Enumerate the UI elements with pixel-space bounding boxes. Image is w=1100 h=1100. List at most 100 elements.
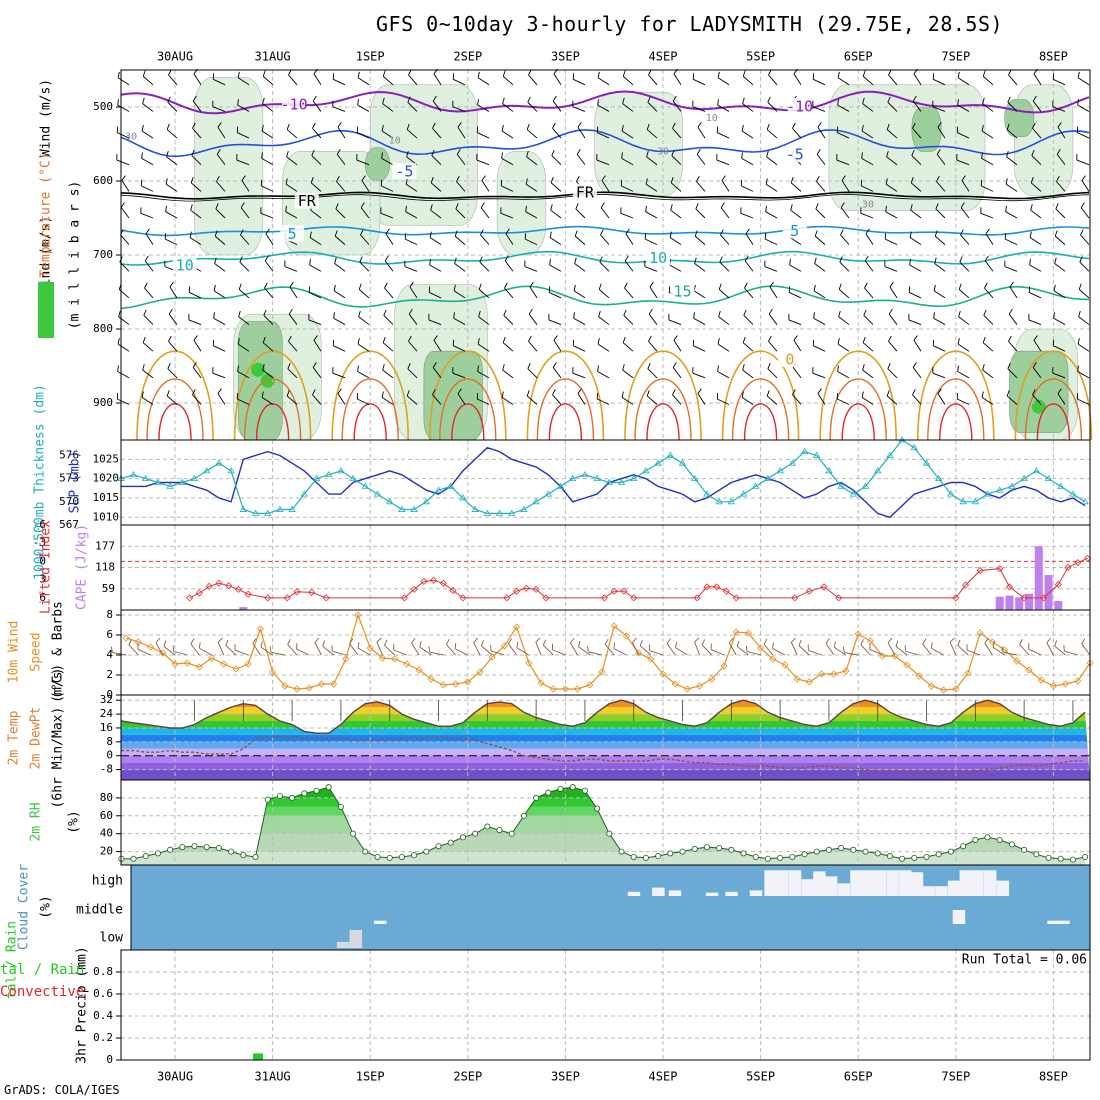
upper-wind-barb xyxy=(213,290,226,299)
upper-wind-barb xyxy=(717,71,720,78)
upper-wind-barb xyxy=(262,70,266,77)
upper-wind-barb xyxy=(717,99,719,106)
upper-wind-barb xyxy=(552,362,557,368)
isotherm-25-loop xyxy=(927,378,985,441)
upper-wind-barb xyxy=(261,158,274,166)
upper-wind-barb xyxy=(1031,155,1042,166)
wind10m-barb xyxy=(552,649,566,656)
upper-wind-barb xyxy=(452,372,466,379)
wind10m-barb xyxy=(905,650,920,656)
upper-wind-barb xyxy=(670,204,673,211)
isotherm-30-loop xyxy=(548,403,583,441)
thickness-marker xyxy=(764,474,772,482)
upper-wind-barb xyxy=(214,235,226,245)
upper-wind-barb xyxy=(1052,372,1066,379)
upper-wind-barb xyxy=(501,152,503,159)
contour-label-bg xyxy=(782,146,807,163)
upper-wind-barb xyxy=(597,99,599,106)
thickness-line xyxy=(121,439,1086,515)
upper-wind-barb xyxy=(553,73,562,86)
freezing-level xyxy=(120,191,1090,200)
thickness-tick-label: 570 xyxy=(59,495,79,508)
upper-wind-barb xyxy=(381,397,394,405)
upper-wind-barb xyxy=(551,149,555,156)
temp-tick-label: 16 xyxy=(100,721,113,734)
upper-wind-barb xyxy=(166,390,170,397)
lifted-index-marker xyxy=(420,577,428,586)
upper-wind-barb xyxy=(456,154,466,165)
upper-wind-barb xyxy=(552,95,557,102)
wind10m-barb xyxy=(895,646,908,656)
upper-wind-barb xyxy=(1004,266,1018,272)
upper-wind-barb xyxy=(548,319,562,325)
upper-wind-barb xyxy=(622,97,625,104)
upper-wind-barb xyxy=(167,96,171,103)
upper-wind-barb xyxy=(430,177,434,183)
upper-wind-barb xyxy=(141,152,143,159)
upper-wind-barb xyxy=(432,367,442,379)
upper-wind-barb xyxy=(861,125,864,132)
top-date-label: 5SEP xyxy=(746,50,775,64)
thickness-marker xyxy=(288,505,296,512)
upper-wind-barb xyxy=(526,156,538,166)
contour-label-bg xyxy=(294,192,319,209)
thickness-marker xyxy=(1069,490,1077,497)
rh2m-marker xyxy=(1057,855,1064,862)
upper-wind-barb xyxy=(817,122,822,128)
wind10m-marker xyxy=(366,644,374,652)
wind10m-barb xyxy=(332,650,346,656)
thickness-marker xyxy=(813,451,821,458)
upper-wind-barb xyxy=(453,78,466,86)
upper-wind-barb xyxy=(454,263,466,272)
lifted-index-marker xyxy=(732,594,740,602)
upper-wind-barb xyxy=(673,340,682,352)
upper-wind-barb xyxy=(502,336,506,343)
lifted-index-marker xyxy=(1040,594,1048,602)
upper-wind-barb xyxy=(790,182,802,192)
lifted-index-marker xyxy=(996,565,1004,573)
upper-wind-barb xyxy=(648,69,652,76)
wind10m-barb xyxy=(957,639,961,646)
upper-wind-barb xyxy=(694,230,698,237)
wind10m-barb xyxy=(190,643,200,656)
upper-wind-barb xyxy=(288,341,298,352)
upper-wind-barb xyxy=(237,398,250,405)
upper-wind-barb xyxy=(789,258,791,266)
cape-bar xyxy=(1054,600,1063,610)
upper-wind-barb xyxy=(263,315,274,325)
thickness-marker xyxy=(459,494,467,501)
upper-wind-barb xyxy=(717,132,730,139)
upper-wind-barb xyxy=(862,369,874,379)
upper-wind-barb xyxy=(167,101,178,112)
upper-wind-barb xyxy=(669,231,672,238)
wind10m-marker xyxy=(537,679,545,687)
upper-wind-barb xyxy=(745,233,754,245)
cloud-cell-high xyxy=(776,870,789,896)
precip-bar xyxy=(252,1053,263,1060)
upper-wind-barb xyxy=(1077,343,1090,352)
upper-wind-barb xyxy=(672,362,677,368)
upper-wind-barb xyxy=(477,104,490,112)
cloud-cell-middle xyxy=(373,920,387,924)
upper-wind-barb xyxy=(697,122,702,128)
upper-wind-barb xyxy=(646,390,650,397)
upper-wind-barb xyxy=(864,287,874,299)
wind-tick-label: 6 xyxy=(106,628,113,641)
thickness-marker xyxy=(654,459,662,466)
rh-saturated xyxy=(1031,399,1046,414)
thickness-marker xyxy=(849,490,858,497)
upper-wind-barb xyxy=(984,255,989,262)
upper-wind-barb xyxy=(957,365,959,372)
cloud-cell-high xyxy=(652,887,665,896)
upper-wind-barb xyxy=(937,388,942,394)
upper-wind-barb xyxy=(192,367,202,379)
wind10m-marker xyxy=(671,680,679,688)
upper-wind-barb xyxy=(217,122,222,128)
upper-wind-barb xyxy=(430,209,442,219)
upper-wind-barb xyxy=(453,317,466,325)
upper-wind-barb xyxy=(1009,281,1014,288)
isotherm-25-loop xyxy=(731,378,790,441)
upper-wind-barb xyxy=(957,338,960,345)
top-date-label: 30AUG xyxy=(157,50,193,64)
cloud-cell-low xyxy=(336,942,350,948)
